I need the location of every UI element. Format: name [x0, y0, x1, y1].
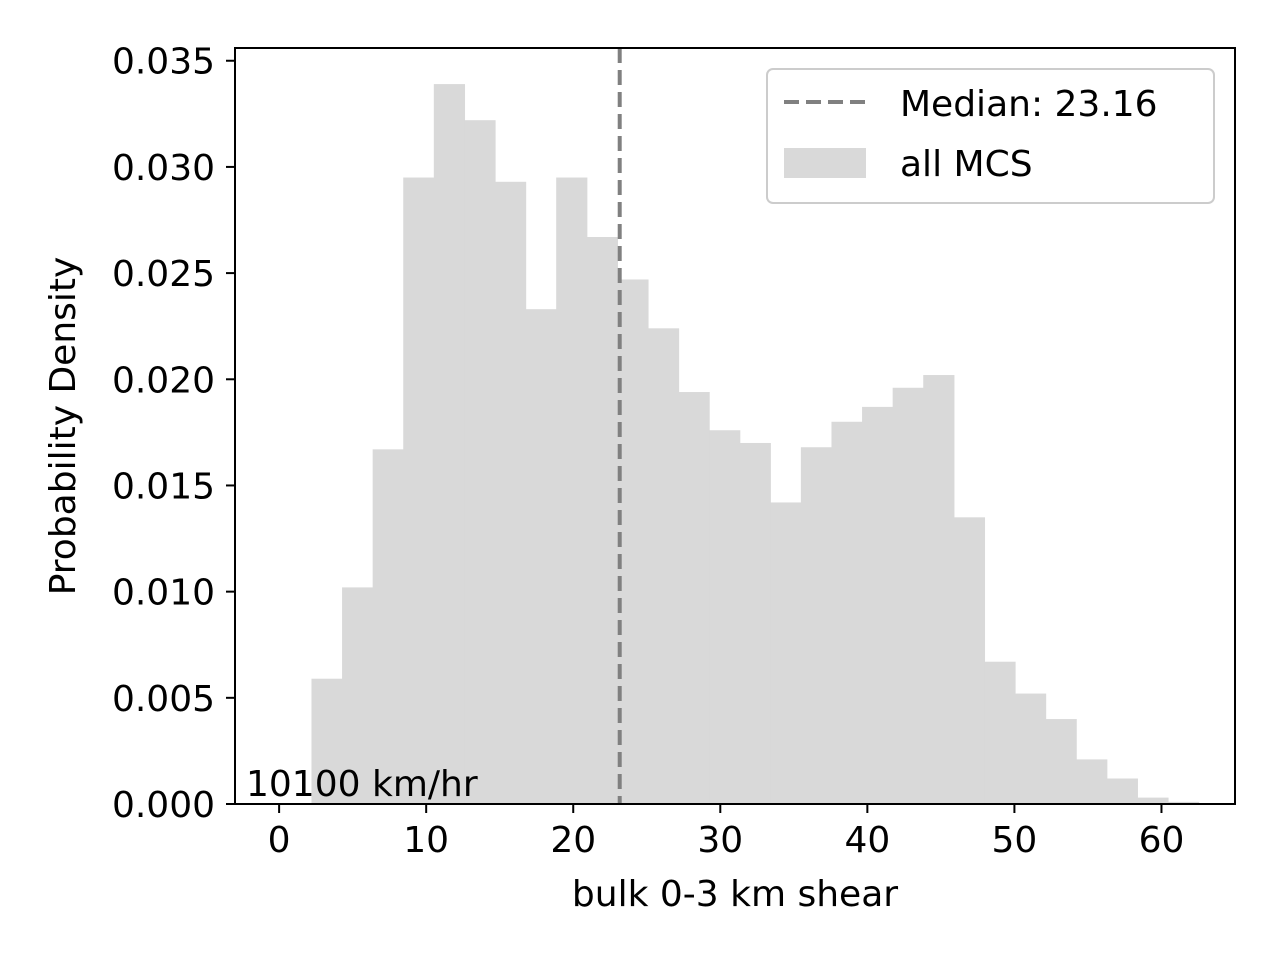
y-tick-label: 0.005 [112, 679, 215, 720]
y-tick-label: 0.010 [112, 573, 215, 614]
histogram-bar [586, 237, 618, 804]
histogram-bar [739, 442, 771, 804]
x-tick-label: 10 [403, 820, 449, 861]
x-axis-ticks: 0 10 20 30 40 50 60 [268, 804, 1185, 861]
legend-hist-label: all MCS [900, 144, 1033, 185]
histogram-bar [342, 587, 374, 804]
histogram-bar [1167, 801, 1200, 804]
histogram-bar [678, 392, 710, 804]
histogram-bar [647, 328, 680, 804]
histogram-bar [617, 279, 649, 804]
histogram-bar [1076, 759, 1108, 804]
histogram-bar [831, 421, 863, 804]
histogram-bar [923, 375, 955, 804]
histogram-bars [311, 84, 1200, 805]
histogram-bar [984, 661, 1016, 804]
histogram-bar [892, 387, 924, 804]
histogram-bar [953, 517, 986, 804]
x-tick-label: 40 [844, 820, 890, 861]
histogram-bar [372, 449, 404, 804]
histogram-bar [1015, 693, 1047, 804]
y-tick-label: 0.020 [112, 360, 215, 401]
histogram-bar [709, 430, 741, 804]
x-tick-label: 0 [268, 820, 291, 861]
y-tick-label: 0.025 [112, 254, 215, 295]
histogram-bar [800, 447, 833, 804]
legend-box [766, 68, 1215, 204]
histogram-bar [525, 309, 557, 804]
legend-median-label: Median: 23.16 [900, 84, 1158, 125]
y-tick-label: 0.035 [112, 42, 215, 83]
legend: Median: 23.16 all MCS [766, 68, 1215, 204]
y-tick-label: 0.000 [112, 785, 215, 826]
y-axis-label: Probability Density [43, 257, 84, 596]
x-tick-label: 30 [697, 820, 743, 861]
x-tick-label: 50 [992, 820, 1038, 861]
annotation-text: 10100 km/hr [246, 764, 478, 805]
histogram-bar [1106, 778, 1138, 804]
histogram-bar [1137, 797, 1169, 804]
y-axis-ticks: 0.000 0.005 0.010 0.015 0.020 0.025 0.030 0.035 [112, 42, 235, 826]
histogram-bar [433, 84, 466, 804]
y-tick-label: 0.030 [112, 148, 215, 189]
legend-hist-swatch [784, 148, 866, 178]
x-tick-label: 20 [550, 820, 596, 861]
histogram-bar [862, 406, 894, 804]
histogram-bar [464, 120, 496, 804]
histogram-bar [556, 177, 588, 805]
plot-frame [234, 47, 1236, 805]
x-tick-label: 60 [1139, 820, 1185, 861]
x-axis-label: bulk 0-3 km shear [572, 874, 898, 915]
histogram-bar [1045, 719, 1077, 804]
y-tick-label: 0.015 [112, 466, 215, 507]
histogram-bar [311, 678, 343, 804]
histogram-bar [403, 177, 435, 805]
histogram-bar [495, 181, 527, 805]
histogram-bar [770, 502, 802, 804]
